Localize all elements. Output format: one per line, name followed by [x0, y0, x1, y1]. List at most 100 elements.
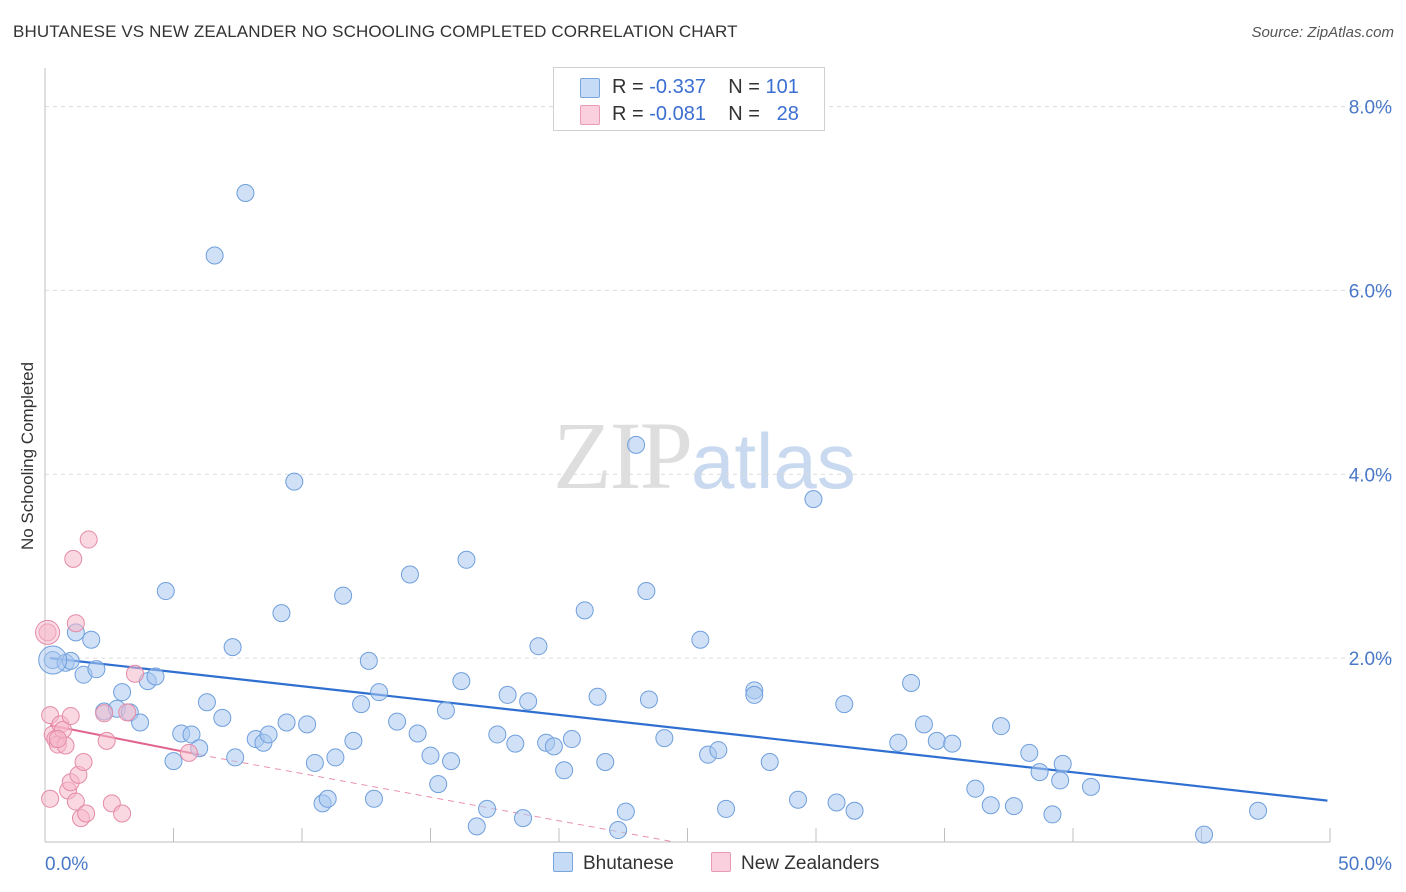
bhutanese-trend-line [50, 657, 1328, 802]
y-axis-label: No Schooling Completed [18, 361, 37, 551]
bhutanese-point [1051, 771, 1070, 790]
legend-n-value: 28 [776, 103, 799, 125]
bhutanese-point [691, 630, 710, 649]
watermark-atlas: atlas [691, 417, 856, 505]
bhutanese-point [966, 779, 985, 798]
bhutanese-point [182, 725, 201, 744]
bhutanese-point [298, 715, 317, 734]
bhutanese-point [616, 802, 635, 821]
bhutanese-point [236, 183, 255, 202]
bhutanese-point [655, 729, 674, 748]
bhutanese-point [478, 799, 497, 818]
bhutanese-point [146, 667, 165, 686]
bhutanese-point [902, 673, 921, 692]
bhutanese-point [555, 761, 574, 780]
correlation-legend: R = -0.337 N = 101 R = -0.081 N = 28 [553, 67, 825, 131]
bhutanese-point [421, 746, 440, 765]
chart-title: BHUTANESE VS NEW ZEALANDER NO SCHOOLING … [13, 22, 738, 41]
watermark-zip: ZIP [553, 402, 693, 509]
new-zealander-point [179, 743, 198, 762]
y-tick-label: 4.0% [1349, 465, 1392, 486]
bhutanese-point [529, 637, 548, 656]
bhutanese-point [609, 821, 628, 840]
bhutanese-point [506, 734, 525, 753]
bhutanese-point [588, 687, 607, 706]
bhutanese-point [1043, 805, 1062, 824]
bhutanese-point [452, 672, 471, 691]
bhutanese-point [344, 731, 363, 750]
legend-swatch-bhutanese [580, 78, 600, 98]
bhutanese-point [38, 645, 68, 675]
legend-n-value: 101 [765, 76, 799, 98]
bhutanese-point [259, 725, 278, 744]
bhutanese-point [627, 435, 646, 454]
bhutanese-point [745, 685, 764, 704]
legend-r-label: R = [612, 103, 650, 125]
legend-n-label: N = [728, 103, 766, 125]
bhutanese-point [318, 789, 337, 808]
bhutanese-point [359, 651, 378, 670]
new-zealander-point [118, 703, 137, 722]
chart-source: Source: ZipAtlas.com [1251, 24, 1394, 41]
bottom-legend-label-bhutanese: Bhutanese [583, 853, 674, 874]
bhutanese-point [575, 601, 594, 620]
bhutanese-point [442, 752, 461, 771]
bhutanese-point [429, 775, 448, 794]
bhutanese-point [467, 817, 486, 836]
bhutanese-point [213, 708, 232, 727]
new-zealander-point [125, 664, 144, 683]
bhutanese-point [544, 737, 563, 756]
bhutanese-point [1004, 797, 1023, 816]
bhutanese-point [156, 582, 175, 601]
bhutanese-point [113, 683, 132, 702]
axes [44, 68, 1331, 843]
new-zealander-point [95, 704, 114, 723]
bhutanese-point [914, 715, 933, 734]
bhutanese-point [498, 685, 517, 704]
bhutanese-point [927, 731, 946, 750]
bhutanese-point [436, 701, 455, 720]
new-zealander-point [97, 731, 116, 750]
bhutanese-point [226, 748, 245, 767]
bhutanese-point [637, 582, 656, 601]
bhutanese-point [1249, 801, 1268, 820]
new-zealander-point [48, 730, 67, 749]
new-zealander-point [64, 549, 83, 568]
new-zealander-point [66, 614, 85, 633]
bhutanese-point [131, 713, 150, 732]
legend-swatch-new-zealanders [580, 105, 600, 125]
new-zealander-point [66, 792, 85, 811]
bhutanese-point [305, 753, 324, 772]
bhutanese-point [943, 734, 962, 753]
tick-labels: 2.0% 4.0% 6.0% 8.0% 0.0% 50.0% [45, 98, 1392, 875]
bhutanese-point [789, 790, 808, 809]
bhutanese-point [1053, 754, 1072, 773]
bottom-legend-new-zealanders: New Zealanders [711, 852, 879, 876]
bhutanese-point [1195, 825, 1214, 844]
bhutanese-point [352, 695, 371, 714]
bhutanese-point [1081, 777, 1100, 796]
bhutanese-point [1020, 743, 1039, 762]
bhutanese-point [827, 793, 846, 812]
bhutanese-point [992, 717, 1011, 736]
bhutanese-point [514, 809, 533, 828]
bhutanese-point [596, 753, 615, 772]
bhutanese-point [82, 630, 101, 649]
bhutanese-point [717, 799, 736, 818]
bhutanese-point [285, 472, 304, 491]
bhutanese-point [845, 801, 864, 820]
legend-n-label: N = [728, 76, 766, 98]
bhutanese-point [364, 789, 383, 808]
bottom-legend-swatch-bhutanese [553, 852, 573, 872]
x-tick-label: 0.0% [45, 854, 88, 875]
new-zealander-point [77, 804, 96, 823]
new-zealander-point [79, 530, 98, 549]
bhutanese-point [408, 724, 427, 743]
y-tick-label: 2.0% [1349, 649, 1392, 670]
bottom-legend-bhutanese: Bhutanese [553, 852, 674, 876]
bhutanese-point [804, 490, 823, 509]
trend-lines [49, 657, 1328, 843]
bhutanese-point [277, 713, 296, 732]
legend-r-label: R = [612, 76, 650, 98]
